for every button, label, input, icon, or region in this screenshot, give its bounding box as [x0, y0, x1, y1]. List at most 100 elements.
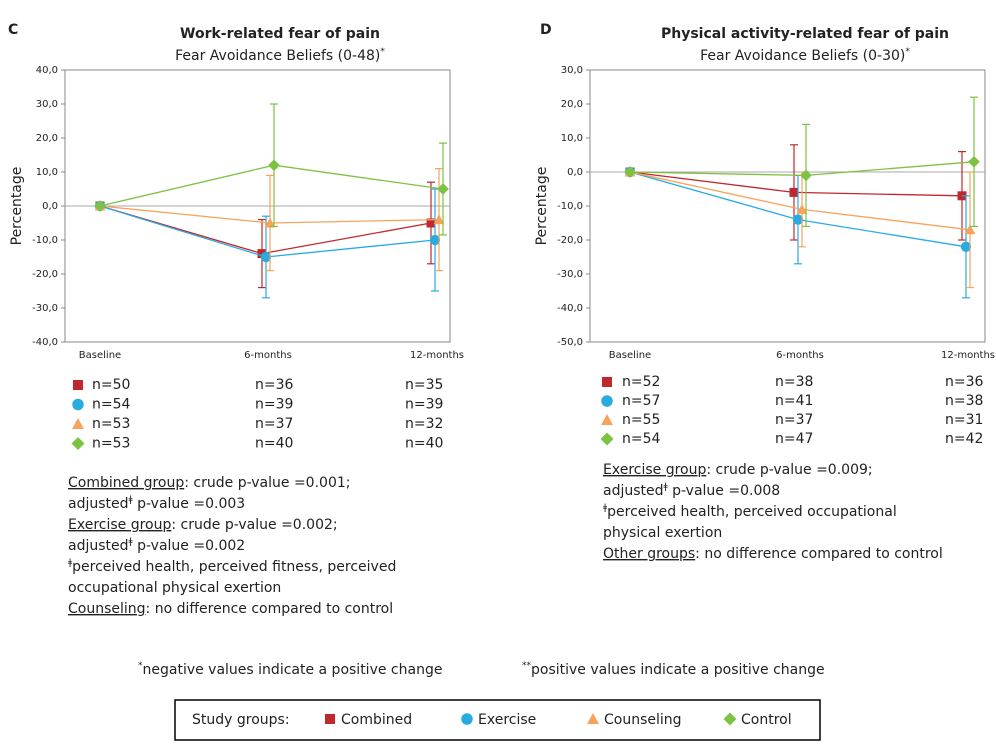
series-line — [99, 164, 444, 207]
n-label: n=39 — [255, 397, 293, 413]
note-line: ǂperceived health, perceived fitness, pe… — [68, 558, 396, 576]
marker — [624, 166, 636, 178]
y-tick-label: -40,0 — [557, 303, 583, 314]
marker — [264, 217, 276, 228]
y-tick-label: 20,0 — [561, 99, 583, 110]
note-underline: Other groups — [603, 546, 695, 562]
note-line: Other groups: no difference compared to … — [603, 546, 943, 562]
legend-label: Combined — [341, 712, 412, 728]
footnote: **positive values indicate a positive ch… — [522, 661, 825, 679]
footnote-text: negative values indicate a positive chan… — [143, 662, 443, 678]
n-label: n=54 — [92, 397, 131, 413]
note-text: occupational physical exertion — [68, 580, 281, 596]
n-label: n=57 — [622, 393, 660, 409]
note-text: : crude p-value =0.009; — [706, 462, 872, 478]
n-label: n=52 — [622, 374, 660, 390]
y-tick-label: 0,0 — [567, 167, 583, 178]
marker — [72, 398, 84, 411]
note-underline: Exercise group — [603, 462, 706, 478]
note-sup: ǂ — [603, 503, 608, 513]
y-tick-label: 10,0 — [561, 133, 583, 144]
x-tick-label: 12-months — [410, 350, 464, 361]
n-label: n=42 — [945, 431, 983, 447]
footnote-text: positive values indicate a positive chan… — [531, 662, 825, 678]
marker — [601, 414, 613, 425]
marker — [600, 432, 614, 446]
n-label: n=36 — [945, 374, 984, 390]
y-tick-label: -10,0 — [32, 235, 58, 246]
note-sup: ǂ — [68, 558, 73, 568]
note-line: Exercise group: crude p-value =0.002; — [68, 517, 338, 533]
n-label: n=32 — [405, 416, 443, 432]
y-axis-label: Percentage — [534, 167, 550, 246]
note-text: : crude p-value =0.001; — [184, 475, 350, 491]
y-tick-label: -30,0 — [557, 269, 583, 280]
y-tick-label: 30,0 — [561, 65, 583, 76]
y-tick-label: -20,0 — [32, 269, 58, 280]
y-tick-label: -20,0 — [557, 235, 583, 246]
n-label: n=47 — [775, 431, 813, 447]
marker — [72, 418, 84, 429]
y-axis-label: Percentage — [9, 167, 25, 246]
legend-label: Exercise — [478, 712, 536, 728]
n-label: n=37 — [775, 412, 813, 428]
note-text: : crude p-value =0.002; — [171, 517, 337, 533]
note-underline: Combined group — [68, 475, 184, 491]
n-label: n=31 — [945, 412, 983, 428]
marker — [268, 159, 280, 172]
subtitle-sup: * — [380, 47, 385, 57]
n-label: n=35 — [405, 377, 443, 393]
note-text: : no difference compared to control — [146, 601, 394, 617]
marker — [587, 713, 599, 724]
note-text: : no difference compared to control — [695, 546, 943, 562]
note-underline: Exercise group — [68, 517, 171, 533]
note-line: ǂperceived health, perceived occupationa… — [603, 503, 897, 521]
note-line: adjustedǂ p-value =0.002 — [68, 537, 245, 555]
chart-subtitle: Fear Avoidance Beliefs (0-48)* — [175, 47, 385, 65]
n-label: n=55 — [622, 412, 660, 428]
n-label: n=54 — [622, 431, 661, 447]
panel-letter: D — [540, 22, 552, 38]
y-tick-label: 0,0 — [42, 201, 58, 212]
marker — [429, 234, 441, 246]
marker — [602, 377, 612, 387]
marker — [601, 395, 613, 407]
legend-label: Counseling — [604, 712, 682, 728]
y-tick-label: -40,0 — [32, 337, 58, 348]
subtitle-sup: * — [905, 47, 910, 57]
y-tick-label: 20,0 — [36, 133, 58, 144]
chart-title: Work-related fear of pain — [180, 26, 380, 42]
chart-title: Physical activity-related fear of pain — [661, 26, 949, 42]
x-tick-label: 12-months — [941, 350, 995, 361]
n-label: n=37 — [255, 416, 293, 432]
subtitle-text: Fear Avoidance Beliefs (0-30) — [700, 48, 905, 64]
n-label: n=53 — [92, 436, 130, 452]
y-tick-label: 10,0 — [36, 167, 58, 178]
y-tick-label: 30,0 — [36, 99, 58, 110]
n-label: n=38 — [775, 374, 813, 390]
panel-letter: C — [8, 22, 18, 38]
note-text: p-value =0.002 — [133, 538, 246, 554]
marker — [325, 714, 335, 724]
y-tick-label: 40,0 — [36, 65, 58, 76]
n-label: n=38 — [945, 393, 983, 409]
marker — [260, 251, 272, 263]
note-line: physical exertion — [603, 525, 722, 541]
subtitle-text: Fear Avoidance Beliefs (0-48) — [175, 48, 380, 64]
note-line: occupational physical exertion — [68, 580, 281, 596]
marker — [800, 169, 812, 182]
marker — [73, 380, 83, 390]
x-tick-label: 6-months — [244, 350, 292, 361]
marker — [426, 218, 436, 228]
note-sup: ǂ — [129, 495, 134, 505]
note-text: perceived health, perceived occupational — [607, 504, 897, 520]
y-tick-label: -30,0 — [32, 303, 58, 314]
note-text: physical exertion — [603, 525, 722, 541]
note-underline: Counseling — [68, 601, 146, 617]
note-line: Counseling: no difference compared to co… — [68, 601, 393, 617]
marker — [796, 204, 808, 214]
marker — [792, 214, 804, 225]
footnote-sup: ** — [522, 661, 532, 671]
